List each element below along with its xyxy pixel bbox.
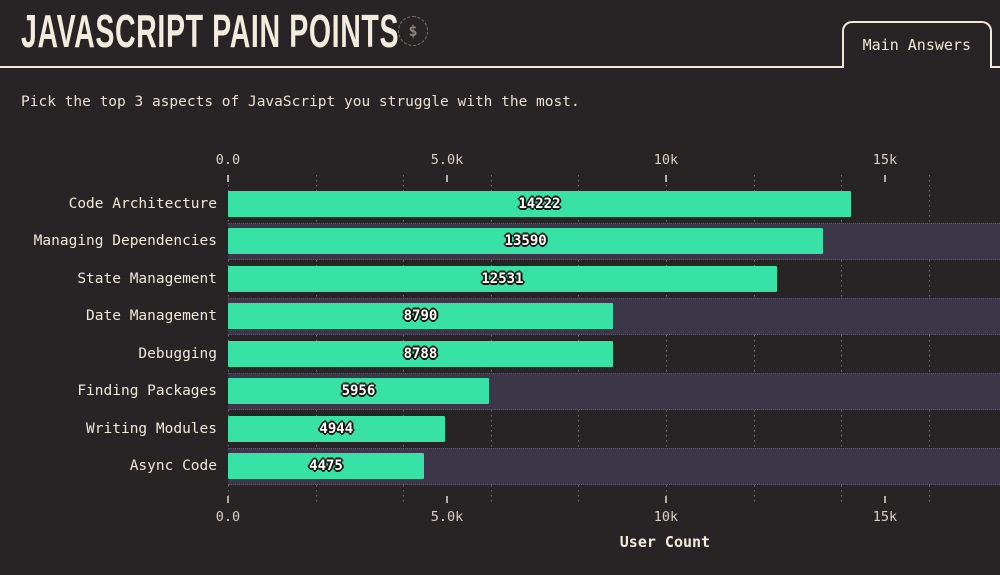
page-title: JAVASCRIPT PAIN POINTS — [21, 0, 1000, 55]
category-label: Date Management — [86, 308, 217, 325]
tick-label: 15k — [872, 152, 898, 168]
table-row: Date Management 8790 — [0, 297, 1000, 335]
table-row: Async Code 4475 — [0, 447, 1000, 485]
table-row: State Management 12531 — [0, 260, 1000, 298]
bar-value-label: 5956 — [341, 383, 376, 400]
tab-main-answers[interactable]: Main Answers — [841, 21, 992, 68]
row-band: 4475 — [228, 447, 1000, 485]
row-band: 8788 — [228, 335, 1000, 373]
bar-value-label: 12531 — [481, 270, 524, 287]
tick-mark — [445, 175, 448, 182]
bar[interactable]: 8790 — [228, 303, 613, 330]
bar-chart: 0.0 5.0k 10k 15k Code Architecture 14222 Ma… — [0, 152, 1000, 553]
x-axis-bottom: 0.0 5.0k 10k 15k — [216, 485, 1000, 529]
table-row: Writing Modules 4944 — [0, 410, 1000, 448]
tick-label: 5.0k — [430, 152, 464, 168]
tick-mark — [445, 496, 448, 503]
row-band: 12531 — [228, 260, 1000, 298]
bar-rows: Code Architecture 14222 Managing Depende… — [0, 185, 1000, 485]
table-row: Debugging 8788 — [0, 335, 1000, 373]
dollar-icon[interactable]: $ — [398, 16, 428, 46]
tick-label: 10k — [653, 152, 679, 168]
bar-value-label: 4475 — [309, 458, 343, 475]
bar-value-label: 4944 — [319, 420, 354, 437]
tick-label: 0.0 — [215, 152, 241, 168]
row-band: 14222 — [228, 185, 1000, 223]
x-axis-top: 0.0 5.0k 10k 15k — [216, 152, 1000, 185]
tick-mark — [227, 496, 229, 503]
bar[interactable]: 8788 — [228, 340, 613, 367]
category-label: Managing Dependencies — [33, 233, 217, 250]
tick-label: 5.0k — [430, 509, 464, 525]
category-label: Code Architecture — [68, 195, 217, 212]
row-band: 4944 — [228, 410, 1000, 448]
category-label: Debugging — [138, 345, 217, 362]
page-title-text: JAVASCRIPT PAIN POINTS — [21, 5, 400, 57]
tick-mark — [883, 496, 886, 503]
plot-area: Code Architecture 14222 Managing Depende… — [0, 175, 1000, 504]
bar[interactable]: 12531 — [228, 265, 777, 292]
category-label: Async Code — [129, 458, 217, 475]
bar-value-label: 14222 — [518, 195, 561, 212]
x-axis-label: User Count — [619, 533, 711, 551]
table-row: Finding Packages 5956 — [0, 372, 1000, 410]
category-label: State Management — [77, 270, 217, 287]
tick-label: 10k — [653, 509, 679, 525]
table-row: Managing Dependencies 13590 — [0, 222, 1000, 260]
bar[interactable]: 5956 — [228, 378, 489, 405]
row-band: 8790 — [228, 297, 1000, 335]
tick-mark — [664, 496, 667, 503]
tick-mark — [227, 175, 229, 182]
chart-question-subtitle: Pick the top 3 aspects of JavaScript you… — [21, 94, 580, 110]
bar-value-label: 8788 — [403, 345, 438, 362]
bar-value-label: 8790 — [403, 308, 438, 325]
category-label: Writing Modules — [86, 420, 217, 437]
header: JAVASCRIPT PAIN POINTS $ Main Answers — [0, 0, 1000, 68]
row-band: 13590 — [228, 222, 1000, 260]
bar[interactable]: 4944 — [228, 415, 445, 442]
row-band: 5956 — [228, 372, 1000, 410]
tick-mark — [664, 175, 667, 182]
tick-label: 0.0 — [215, 509, 241, 525]
bar-value-label: 13590 — [504, 233, 547, 250]
x-axis-label-wrap: User Count — [228, 533, 1000, 553]
bar[interactable]: 4475 — [228, 453, 424, 480]
tick-label: 15k — [872, 509, 898, 525]
bar[interactable]: 14222 — [228, 190, 851, 217]
bar[interactable]: 13590 — [228, 228, 824, 255]
table-row: Code Architecture 14222 — [0, 185, 1000, 223]
javascript-pain-points-page: JAVASCRIPT PAIN POINTS $ Main Answers Pi… — [0, 0, 1000, 553]
category-label: Finding Packages — [77, 383, 217, 400]
tick-mark — [883, 175, 886, 182]
